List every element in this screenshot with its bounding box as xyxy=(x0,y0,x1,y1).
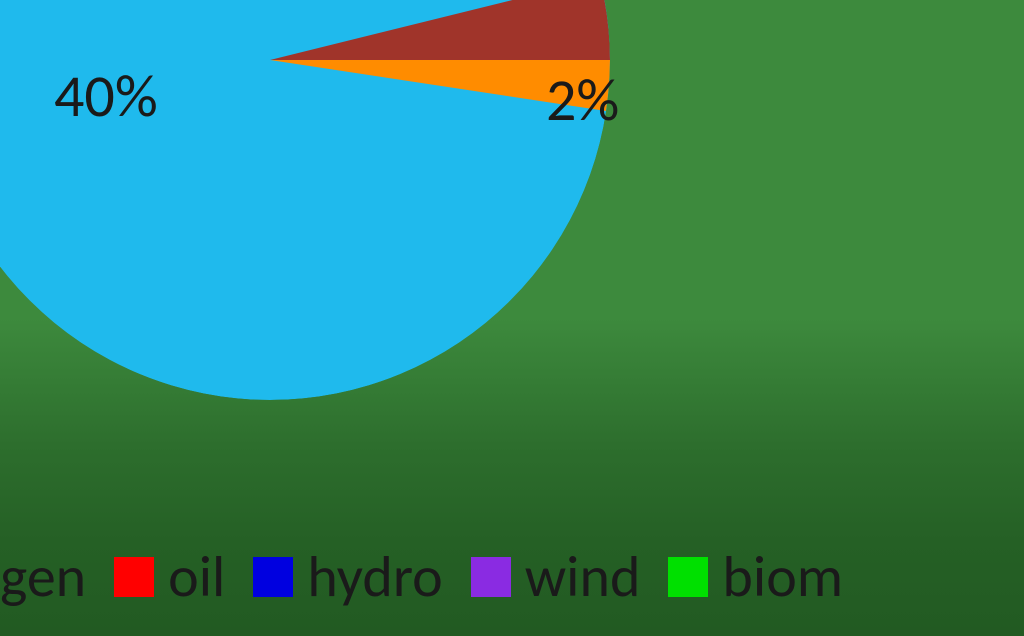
legend-label: hydro xyxy=(307,541,442,612)
slice-label-40: 40% xyxy=(54,60,158,133)
legend-label: wind xyxy=(525,541,641,612)
legend-swatch-biom xyxy=(668,557,708,597)
legend-item-hydro: hydro xyxy=(253,541,442,612)
legend-label: gen xyxy=(0,541,86,612)
legend-item-gen: gen xyxy=(0,541,86,612)
legend-swatch-hydro xyxy=(253,557,293,597)
legend-item-wind: wind xyxy=(471,541,641,612)
legend-item-oil: oil xyxy=(114,541,225,612)
legend-swatch-wind xyxy=(471,557,511,597)
legend-label: oil xyxy=(168,541,225,612)
legend-item-biom: biom xyxy=(668,541,843,612)
legend-swatch-oil xyxy=(114,557,154,597)
legend-label: biom xyxy=(722,541,843,612)
slice-label-2: 2% xyxy=(546,64,619,137)
legend: gen oil hydro wind biom xyxy=(0,541,1024,612)
